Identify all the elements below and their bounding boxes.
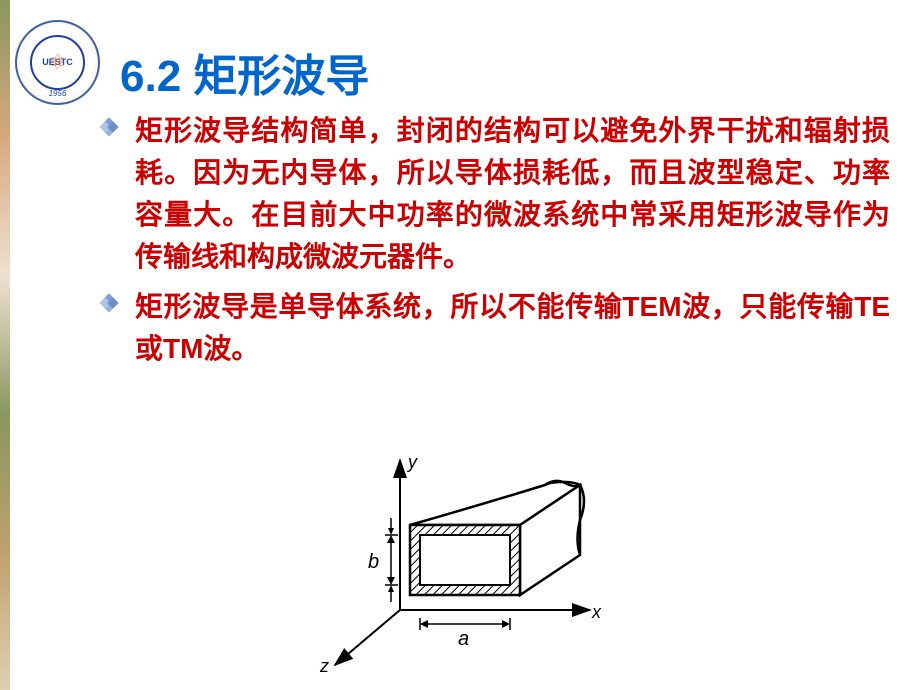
axis-y-label: y — [406, 452, 418, 472]
content-area: 矩形波导结构简单，封闭的结构可以避免外界干扰和辐射损耗。因为无内导体，所以导体损… — [100, 110, 890, 378]
atom-icon: ⚛ — [49, 50, 67, 75]
waveguide-diagram: y x z b a — [280, 450, 640, 680]
dimension-a-label: a — [458, 628, 469, 650]
bullet-text: 矩形波导是单导体系统，所以不能传输TEM波，只能传输TE或TM波。 — [135, 291, 890, 364]
diamond-bullet-icon — [100, 294, 120, 314]
bullet-item: 矩形波导是单导体系统，所以不能传输TEM波，只能传输TE或TM波。 — [100, 286, 890, 370]
logo-year: 1956 — [49, 89, 67, 98]
axis-x-label: x — [591, 602, 602, 622]
bullet-item: 矩形波导结构简单，封闭的结构可以避免外界干扰和辐射损耗。因为无内导体，所以导体损… — [100, 110, 890, 278]
dimension-b-label: b — [368, 551, 379, 573]
axis-z-label: z — [319, 656, 329, 676]
decorative-left-bar — [0, 0, 10, 690]
slide-title: 6.2 矩形波导 — [120, 40, 369, 104]
bullet-text: 矩形波导结构简单，封闭的结构可以避免外界干扰和辐射损耗。因为无内导体，所以导体损… — [135, 115, 890, 272]
university-logo: ⚛ UESTC 1956 — [15, 20, 100, 105]
diamond-bullet-icon — [100, 118, 120, 138]
